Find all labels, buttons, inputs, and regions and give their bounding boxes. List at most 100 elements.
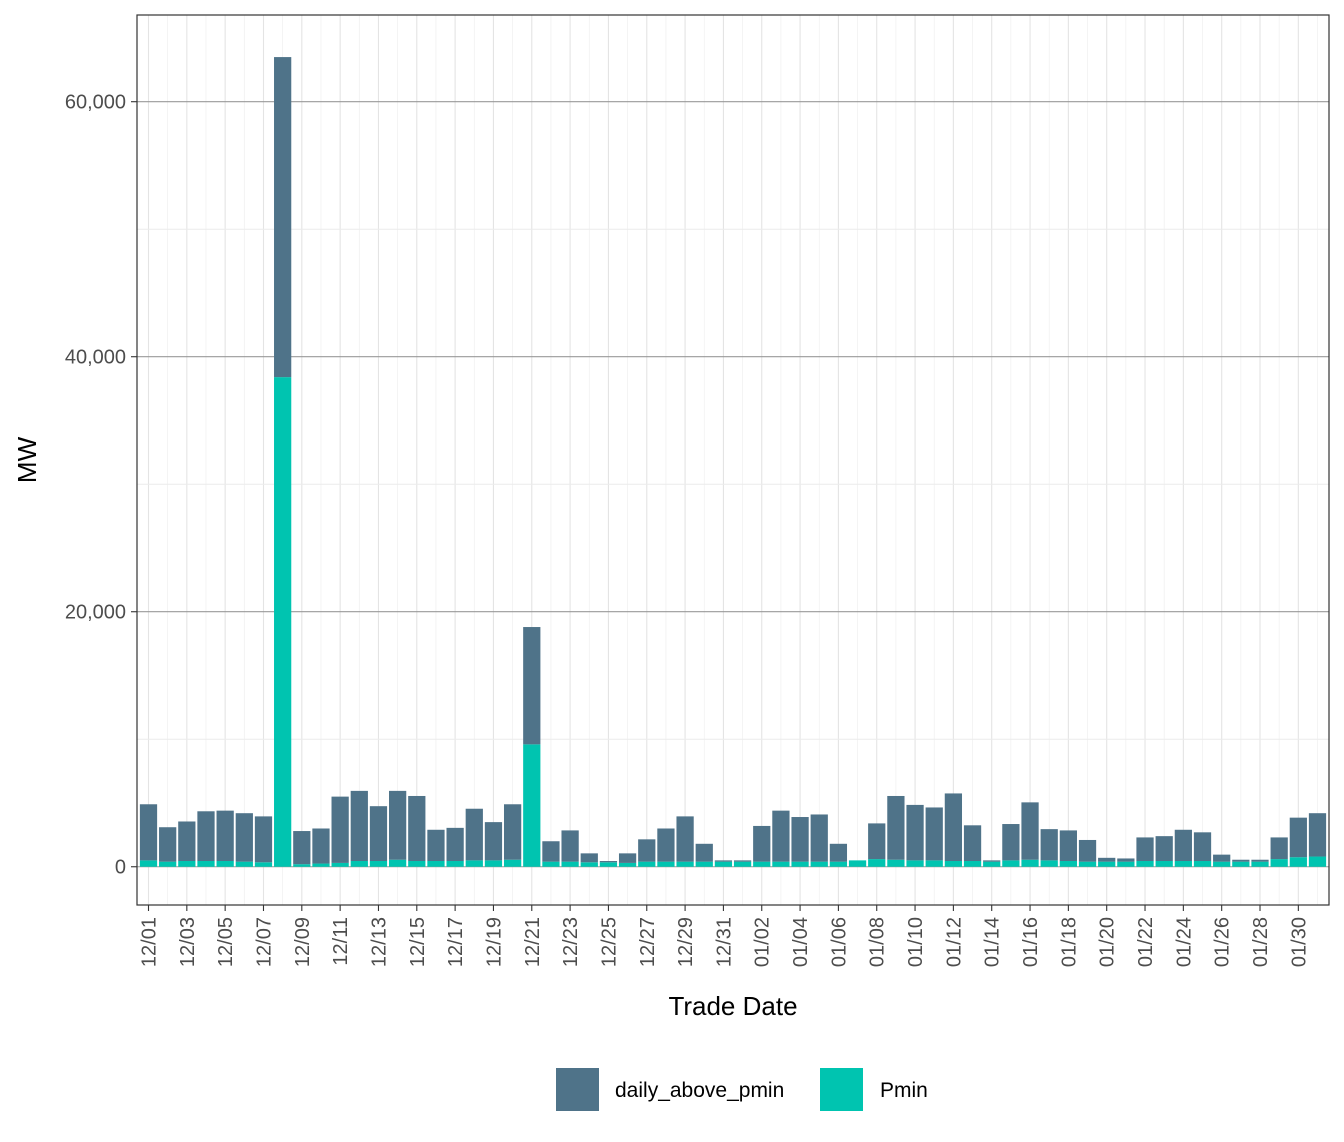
bar-daily-above-pmin-01/01	[733, 860, 752, 862]
bar-daily-above-pmin-12/21	[523, 627, 541, 745]
bar-pmin-01/16	[1021, 859, 1039, 867]
bar-pmin-12/07	[254, 862, 273, 867]
bar-pmin-01/13	[963, 861, 982, 867]
bar-pmin-01/24	[1174, 861, 1192, 867]
bar-daily-above-pmin-12/18	[465, 808, 483, 861]
bar-daily-above-pmin-12/05	[216, 810, 234, 862]
bar-pmin-01/01	[733, 861, 752, 867]
x-tick-label: 12/07	[253, 917, 275, 967]
bar-pmin-01/06	[829, 861, 848, 867]
bar-daily-above-pmin-01/08	[868, 823, 886, 860]
bar-pmin-12/31	[714, 861, 733, 867]
bar-pmin-01/10	[906, 860, 924, 867]
bar-daily-above-pmin-01/21	[1117, 858, 1135, 862]
x-tick-label: 01/18	[1058, 917, 1080, 967]
x-tick-label: 01/16	[1020, 917, 1042, 967]
bar-daily-above-pmin-01/25	[1193, 832, 1212, 862]
bar-daily-above-pmin-12/31	[714, 860, 733, 862]
bar-daily-above-pmin-12/26	[618, 853, 637, 863]
bar-pmin-12/24	[580, 862, 598, 867]
x-tick-label: 01/10	[905, 917, 927, 967]
bar-pmin-12/03	[178, 861, 196, 867]
bar-pmin-12/14	[389, 859, 407, 867]
bar-pmin-01/04	[791, 861, 809, 867]
bar-daily-above-pmin-12/17	[446, 827, 464, 862]
bar-pmin-01/03	[772, 861, 790, 867]
bar-daily-above-pmin-12/11	[331, 796, 349, 863]
x-tick-label: 01/30	[1288, 917, 1310, 967]
y-tick-label: 60,000	[65, 92, 126, 114]
bar-daily-above-pmin-01/15	[1002, 824, 1020, 861]
legend-key-daily-above-pmin	[556, 1068, 599, 1111]
bar-daily-above-pmin-01/28	[1251, 859, 1269, 862]
bar-daily-above-pmin-01/12	[944, 793, 963, 862]
bar-daily-above-pmin-01/03	[772, 810, 790, 862]
bar-daily-above-pmin-12/03	[178, 821, 196, 862]
bar-daily-above-pmin-01/13	[963, 825, 982, 862]
bar-daily-above-pmin-01/02	[753, 825, 771, 862]
bar-pmin-01/08	[868, 859, 886, 867]
bar-pmin-01/11	[925, 860, 943, 867]
x-tick-label: 01/14	[982, 917, 1004, 967]
legend-label-pmin: Pmin	[880, 1079, 928, 1102]
bar-daily-above-pmin-12/19	[484, 822, 503, 861]
bar-pmin-12/29	[676, 861, 694, 867]
bar-daily-above-pmin-01/10	[906, 804, 924, 861]
x-tick-label: 12/29	[675, 917, 697, 967]
x-tick-label: 12/17	[445, 917, 467, 967]
bar-daily-above-pmin-01/19	[1078, 839, 1097, 862]
bar-pmin-01/22	[1136, 861, 1154, 867]
bar-daily-above-pmin-12/06	[235, 813, 253, 862]
x-tick-label: 12/15	[407, 917, 429, 967]
x-tick-label: 12/23	[560, 917, 582, 967]
bar-pmin-12/21	[523, 744, 541, 867]
bar-daily-above-pmin-01/26	[1213, 854, 1231, 862]
bar-daily-above-pmin-12/13	[369, 806, 388, 862]
bar-pmin-12/19	[484, 860, 503, 867]
bar-daily-above-pmin-12/27	[638, 839, 656, 862]
x-tick-label: 01/04	[790, 917, 812, 967]
bar-daily-above-pmin-12/28	[657, 828, 675, 862]
bar-daily-above-pmin-12/30	[695, 843, 713, 862]
legend-label-daily-above-pmin: daily_above_pmin	[615, 1079, 784, 1102]
bar-daily-above-pmin-01/27	[1232, 859, 1250, 862]
bar-pmin-01/19	[1078, 861, 1097, 867]
x-axis: 12/01 12/03 12/05 12/07 12/09 12/11 12/13 12/15…	[138, 905, 1310, 967]
bar-daily-above-pmin-01/17	[1040, 829, 1058, 861]
bar-daily-above-pmin-01/06	[829, 843, 848, 862]
legend: daily_above_pmin Pmin	[556, 1068, 928, 1111]
x-tick-label: 01/08	[867, 917, 889, 967]
grid	[137, 15, 1329, 905]
bar-pmin-12/23	[561, 861, 579, 867]
bar-pmin-12/01	[139, 860, 158, 867]
bar-daily-above-pmin-12/04	[197, 811, 215, 862]
bar-pmin-12/16	[427, 861, 445, 867]
x-tick-label: 12/27	[637, 917, 659, 967]
x-tick-label: 12/11	[330, 917, 352, 966]
y-axis-title: MW	[12, 436, 42, 483]
bar-pmin-01/15	[1002, 860, 1020, 867]
bar-pmin-12/05	[216, 861, 234, 867]
bar-pmin-01/18	[1059, 861, 1077, 867]
bar-daily-above-pmin-01/24	[1174, 829, 1192, 862]
bar-pmin-12/13	[369, 861, 388, 867]
bar-pmin-01/17	[1040, 860, 1058, 867]
bar-daily-above-pmin-12/20	[503, 804, 522, 860]
bar-pmin-01/20	[1098, 861, 1116, 867]
bar-daily-above-pmin-12/08	[274, 57, 292, 378]
x-tick-label: 01/22	[1135, 917, 1157, 967]
x-tick-label: 12/01	[138, 917, 160, 967]
bar-pmin-01/07	[848, 860, 867, 867]
bar-pmin-12/26	[618, 862, 637, 867]
bar-daily-above-pmin-12/25	[599, 861, 618, 863]
bar-daily-above-pmin-12/14	[389, 790, 407, 860]
bar-daily-above-pmin-01/18	[1059, 830, 1077, 862]
x-tick-label: 12/13	[368, 917, 390, 967]
bar-pmin-12/10	[312, 863, 330, 867]
bar-daily-above-pmin-12/16	[427, 829, 445, 862]
x-tick-label: 12/21	[522, 917, 544, 967]
bar-pmin-12/09	[293, 864, 311, 867]
bar-pmin-01/14	[983, 861, 1001, 867]
bar-pmin-12/25	[599, 862, 618, 867]
